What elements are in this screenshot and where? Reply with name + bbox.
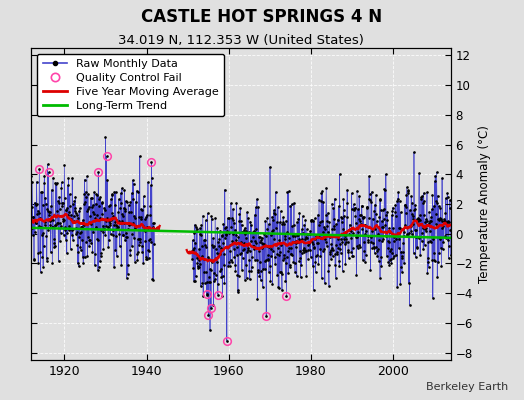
Text: CASTLE HOT SPRINGS 4 N: CASTLE HOT SPRINGS 4 N [141,8,383,26]
Y-axis label: Temperature Anomaly (°C): Temperature Anomaly (°C) [478,125,492,283]
Title: 34.019 N, 112.353 W (United States): 34.019 N, 112.353 W (United States) [118,34,364,47]
Text: Berkeley Earth: Berkeley Earth [426,382,508,392]
Legend: Raw Monthly Data, Quality Control Fail, Five Year Moving Average, Long-Term Tren: Raw Monthly Data, Quality Control Fail, … [37,54,224,116]
